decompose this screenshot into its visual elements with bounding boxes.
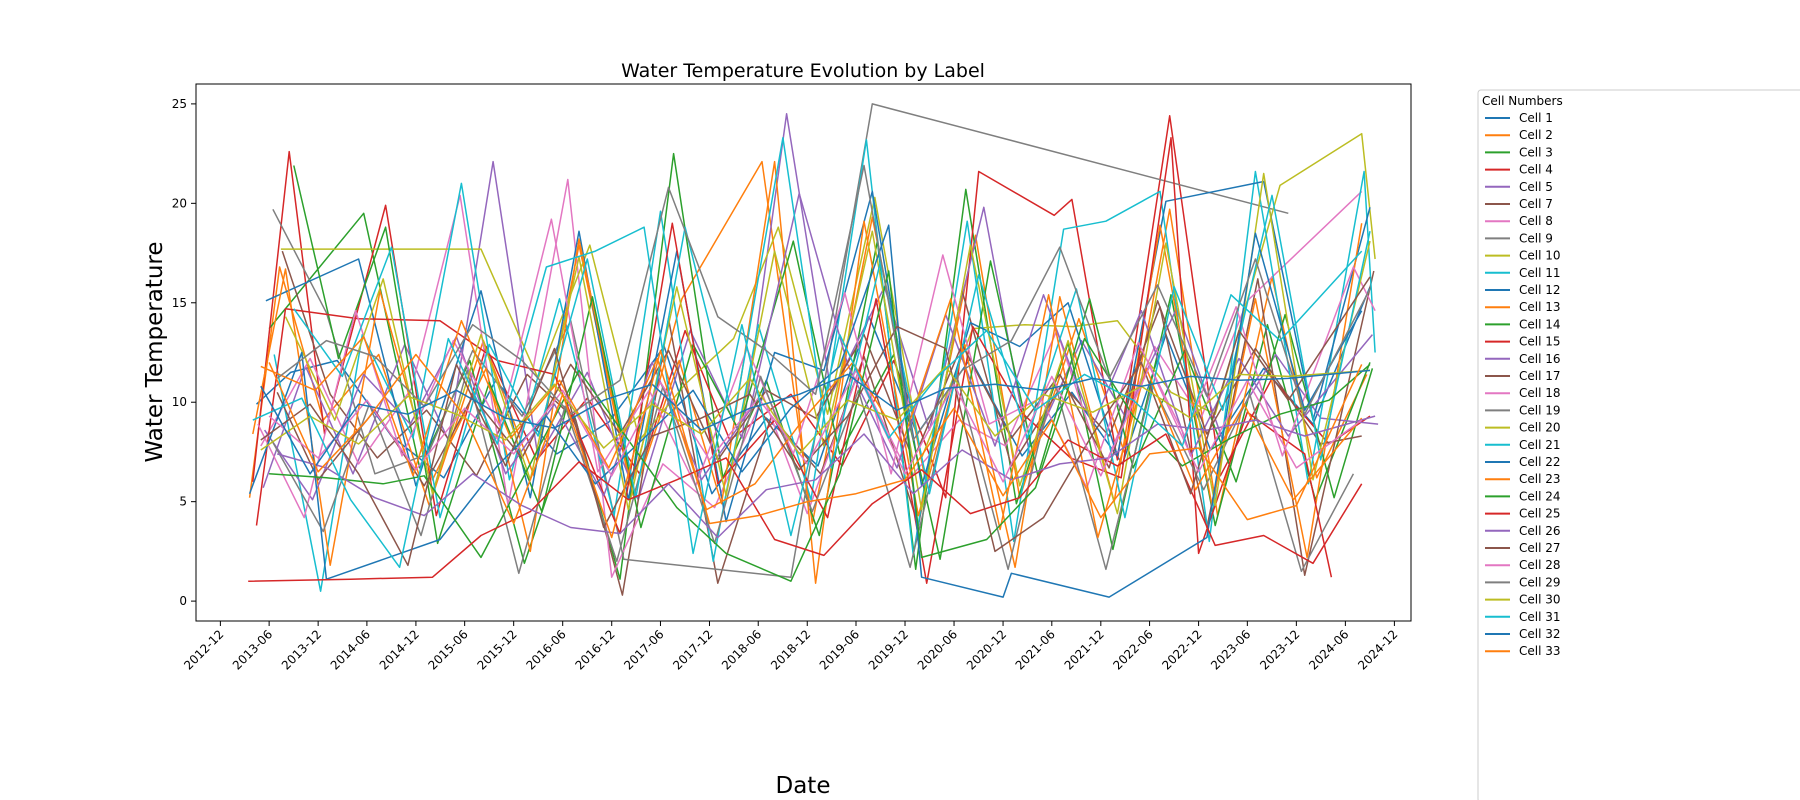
legend-label: Cell 14 bbox=[1519, 317, 1561, 331]
legend-label: Cell 28 bbox=[1519, 558, 1561, 572]
x-axis-label: Date bbox=[776, 773, 831, 799]
y-tick-label: 5 bbox=[179, 495, 187, 509]
series-line-20 bbox=[293, 136, 1371, 519]
series-line-21 bbox=[248, 224, 1363, 598]
series-line-6 bbox=[281, 250, 1375, 596]
plot-frame bbox=[195, 83, 1412, 622]
y-axis-label: Water Temperature bbox=[142, 242, 168, 463]
series-line-30 bbox=[252, 226, 1363, 569]
legend-label: Cell 19 bbox=[1519, 403, 1561, 417]
y-tick-label: 20 bbox=[172, 196, 187, 210]
series-line-16 bbox=[276, 300, 1362, 487]
legend-label: Cell 10 bbox=[1519, 249, 1561, 263]
y-tick-label: 25 bbox=[172, 97, 187, 111]
series-line-22 bbox=[260, 294, 1363, 539]
series-line-12 bbox=[252, 160, 1363, 584]
legend-label: Cell 17 bbox=[1519, 369, 1561, 383]
series-line-19 bbox=[284, 172, 1371, 515]
series-line-2 bbox=[248, 160, 1368, 525]
series-line-32 bbox=[268, 349, 1363, 539]
legend-label: Cell 23 bbox=[1519, 472, 1561, 486]
legend-label: Cell 21 bbox=[1519, 438, 1561, 452]
legend-label: Cell 31 bbox=[1519, 610, 1561, 624]
legend-label: Cell 8 bbox=[1519, 214, 1553, 228]
legend-label: Cell 12 bbox=[1519, 283, 1561, 297]
legend-label: Cell 11 bbox=[1519, 266, 1561, 280]
legend-entries: Cell 1 Cell 2 Cell 3 Cell 4 Cell 5 Cell 7 Cell… bbox=[1485, 111, 1561, 658]
legend-label: Cell 7 bbox=[1519, 197, 1553, 211]
series-line-15 bbox=[263, 192, 1373, 501]
y-tick-label: 0 bbox=[179, 594, 187, 608]
legend-label: Cell 16 bbox=[1519, 352, 1561, 366]
legend-label: Cell 27 bbox=[1519, 541, 1561, 555]
legend-label: Cell 2 bbox=[1519, 128, 1553, 142]
legend-label: Cell 4 bbox=[1519, 163, 1553, 177]
series-line-28 bbox=[276, 164, 1371, 441]
legend-label: Cell 29 bbox=[1519, 575, 1561, 589]
series-layer bbox=[248, 103, 1379, 598]
series-line-29 bbox=[260, 365, 1371, 455]
legend-label: Cell 26 bbox=[1519, 524, 1561, 538]
legend-label: Cell 24 bbox=[1519, 489, 1561, 503]
y-axis-ticks: 0 5 10 15 20 25 bbox=[172, 97, 196, 608]
legend-frame bbox=[1477, 89, 1800, 800]
legend-title: Cell Numbers bbox=[1482, 94, 1563, 108]
legend-label: Cell 13 bbox=[1519, 300, 1561, 314]
series-line-23 bbox=[269, 270, 1371, 582]
legend-label: Cell 18 bbox=[1519, 386, 1561, 400]
legend-label: Cell 33 bbox=[1519, 644, 1561, 658]
y-tick-label: 15 bbox=[172, 296, 187, 310]
legend-label: Cell 25 bbox=[1519, 507, 1561, 521]
legend-label: Cell 22 bbox=[1519, 455, 1561, 469]
series-line-26 bbox=[260, 276, 1371, 567]
legend-label: Cell 20 bbox=[1519, 421, 1561, 435]
legend-label: Cell 5 bbox=[1519, 180, 1553, 194]
legend-label: Cell 15 bbox=[1519, 335, 1561, 349]
legend-label: Cell 9 bbox=[1519, 231, 1553, 245]
legend-label: Cell 1 bbox=[1519, 111, 1553, 125]
series-line-9 bbox=[280, 132, 1376, 459]
legend-label: Cell 3 bbox=[1519, 145, 1553, 159]
y-tick-label: 10 bbox=[172, 395, 187, 409]
legend-label: Cell 30 bbox=[1519, 593, 1561, 607]
series-line-25 bbox=[276, 415, 1376, 539]
legend-label: Cell 32 bbox=[1519, 627, 1561, 641]
chart-title: Water Temperature Evolution by Label bbox=[621, 60, 985, 82]
series-line-17 bbox=[257, 218, 1376, 519]
series-line-8 bbox=[272, 103, 1289, 578]
series-line-31 bbox=[260, 369, 1371, 475]
series-line-24 bbox=[248, 433, 1363, 582]
